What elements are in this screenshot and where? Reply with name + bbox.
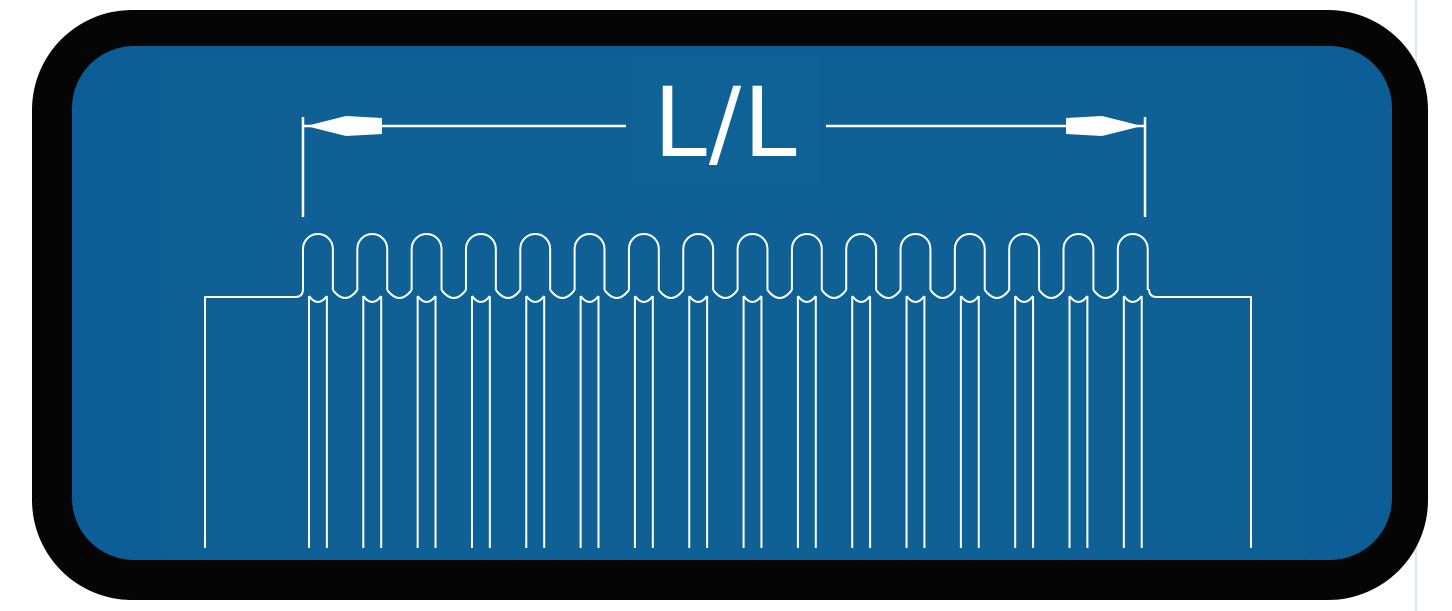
convolution-inner-arc <box>905 295 926 303</box>
convolution-crest <box>899 233 932 290</box>
convolution-crest <box>519 233 552 290</box>
convolution-crest <box>845 233 878 290</box>
convolution-crest <box>302 233 334 290</box>
convolution-root <box>332 289 359 299</box>
convolution-inner-arc <box>579 295 600 303</box>
convolution-root <box>549 289 576 299</box>
convolution-root <box>495 289 522 299</box>
bellows-convolutions <box>204 233 1252 548</box>
convolution-inner-arc <box>688 295 708 303</box>
convolution-inner-arc <box>525 295 545 303</box>
convolution-inner-arc <box>416 295 437 303</box>
convolution-crest <box>682 233 715 290</box>
convolution-crest <box>790 233 823 290</box>
convolution-root <box>983 289 1010 299</box>
convolution-crest <box>736 233 769 290</box>
convolution-crest <box>1008 233 1041 290</box>
convolution-inner-arc <box>851 295 871 303</box>
convolution-inner-arc <box>634 295 654 303</box>
convolution-inner-arc <box>308 295 328 303</box>
convolution-root <box>386 289 413 299</box>
convolution-crest <box>1062 233 1095 290</box>
convolution-crest <box>953 233 986 290</box>
convolution-crest <box>573 233 606 290</box>
convolution-inner-arc <box>1068 295 1089 303</box>
convolution-crest <box>464 233 497 290</box>
convolution-inner-arc <box>1014 295 1034 303</box>
convolution-inner-arc <box>797 295 817 303</box>
convolution-root <box>712 289 739 299</box>
convolution-inner-arc <box>742 295 763 303</box>
right-end-tangent <box>1148 288 1252 548</box>
convolution-inner-arc <box>1123 295 1143 303</box>
left-end-tangent <box>204 288 304 548</box>
convolution-root <box>766 289 793 299</box>
convolution-crest <box>356 233 389 290</box>
convolution-root <box>820 289 848 299</box>
arrowhead-right-icon <box>1066 116 1142 136</box>
convolution-root <box>875 289 902 299</box>
arrowhead-left-icon <box>306 116 382 136</box>
convolution-root <box>1038 289 1065 299</box>
convolution-crest <box>1116 233 1149 290</box>
convolution-inner-arc <box>960 295 980 303</box>
convolution-root <box>658 289 685 299</box>
convolution-root <box>1092 289 1119 299</box>
convolution-inner-arc <box>471 295 491 303</box>
convolution-root <box>929 289 956 299</box>
convolution-root <box>603 289 630 299</box>
convolution-inner-arc <box>362 295 383 303</box>
convolution-crest <box>627 233 660 290</box>
convolution-crest <box>410 233 443 290</box>
convolution-root <box>440 289 467 299</box>
